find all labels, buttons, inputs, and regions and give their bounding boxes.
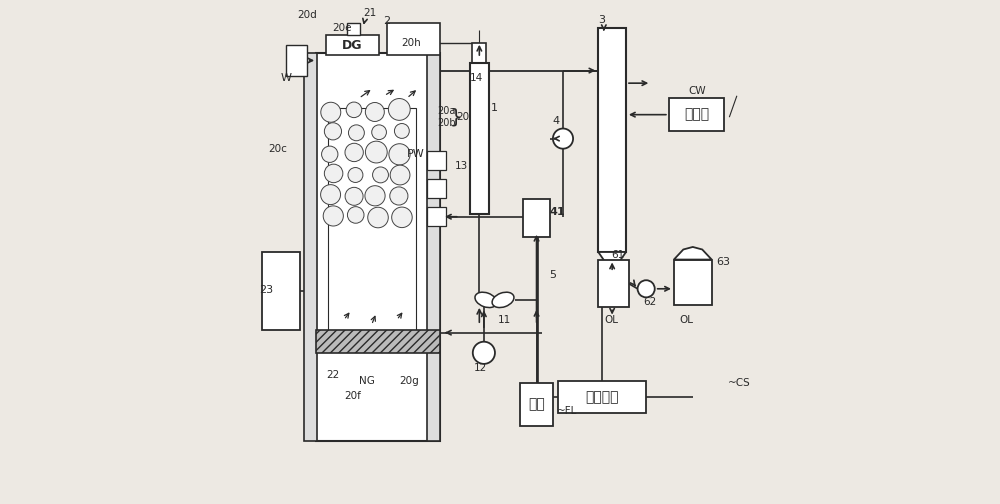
Text: 11: 11 <box>497 315 511 325</box>
Bar <box>520 383 553 426</box>
Text: 1: 1 <box>491 103 498 113</box>
Text: 20f: 20f <box>344 391 361 401</box>
Ellipse shape <box>492 292 514 307</box>
Text: 烧碱溶液: 烧碱溶液 <box>585 390 619 404</box>
Circle shape <box>346 102 362 117</box>
Text: 5: 5 <box>549 270 556 280</box>
Circle shape <box>324 164 343 182</box>
Text: 23: 23 <box>259 285 273 295</box>
Text: 冷却水: 冷却水 <box>684 108 709 121</box>
Bar <box>598 260 629 307</box>
Bar <box>328 108 416 330</box>
Text: 20g: 20g <box>399 375 419 386</box>
Circle shape <box>347 207 364 223</box>
Circle shape <box>388 99 410 120</box>
Circle shape <box>321 102 341 122</box>
Text: 13: 13 <box>455 161 468 171</box>
Text: 21: 21 <box>363 8 376 18</box>
Bar <box>326 35 379 55</box>
Bar <box>347 23 360 35</box>
Circle shape <box>345 143 363 162</box>
Circle shape <box>372 125 386 140</box>
Bar <box>669 98 724 131</box>
Bar <box>558 381 646 413</box>
Text: NG: NG <box>359 375 375 386</box>
Text: DG: DG <box>342 39 363 52</box>
Circle shape <box>392 207 412 228</box>
Bar <box>523 199 550 237</box>
Circle shape <box>373 167 388 183</box>
Text: PW: PW <box>407 149 425 159</box>
Polygon shape <box>674 247 712 260</box>
Circle shape <box>365 102 384 121</box>
Circle shape <box>365 185 385 206</box>
Text: W: W <box>281 73 292 83</box>
Text: OL: OL <box>605 315 619 325</box>
Text: CW: CW <box>688 86 706 96</box>
Bar <box>674 260 712 305</box>
Text: 14: 14 <box>470 73 483 83</box>
Circle shape <box>638 280 655 297</box>
Text: 20: 20 <box>456 112 469 122</box>
Circle shape <box>473 342 495 364</box>
Circle shape <box>394 123 409 139</box>
Bar <box>427 53 440 441</box>
Circle shape <box>348 167 363 182</box>
Circle shape <box>553 129 573 149</box>
Text: 20d: 20d <box>297 10 317 20</box>
Bar <box>598 28 626 252</box>
Circle shape <box>368 207 388 228</box>
Circle shape <box>345 187 363 205</box>
Text: 62: 62 <box>644 297 657 307</box>
Text: }: } <box>450 107 462 127</box>
Bar <box>472 43 486 63</box>
Circle shape <box>324 123 342 140</box>
Circle shape <box>365 141 387 163</box>
Circle shape <box>321 184 341 205</box>
Circle shape <box>322 146 338 162</box>
Bar <box>427 179 446 198</box>
Text: OL: OL <box>679 315 693 325</box>
Text: 燃料: 燃料 <box>528 398 545 411</box>
Bar <box>304 53 317 441</box>
Text: 20a: 20a <box>437 106 455 116</box>
Text: ~CS: ~CS <box>728 378 751 388</box>
Text: 20b: 20b <box>437 118 456 129</box>
Polygon shape <box>598 252 626 272</box>
Text: 20e: 20e <box>332 23 352 33</box>
Text: 61: 61 <box>611 249 624 260</box>
Bar <box>262 252 300 330</box>
Text: 3: 3 <box>598 15 605 25</box>
Circle shape <box>389 144 410 165</box>
Text: 20h: 20h <box>402 38 421 48</box>
Bar <box>316 330 440 353</box>
Text: ~FL: ~FL <box>556 406 577 416</box>
Bar <box>427 151 446 170</box>
Circle shape <box>390 165 410 185</box>
Bar <box>387 23 440 55</box>
Text: 2: 2 <box>383 16 390 26</box>
Text: 63: 63 <box>717 257 731 267</box>
Circle shape <box>390 187 408 205</box>
Text: 4: 4 <box>553 116 560 126</box>
Circle shape <box>323 206 343 226</box>
Bar <box>427 207 446 226</box>
Text: 20c: 20c <box>268 144 287 154</box>
Bar <box>470 63 489 214</box>
Text: 22: 22 <box>326 370 339 381</box>
Bar <box>286 45 307 76</box>
Bar <box>316 53 440 441</box>
Circle shape <box>348 125 364 141</box>
Ellipse shape <box>475 292 497 307</box>
Text: 12: 12 <box>474 363 487 373</box>
Text: 41: 41 <box>549 207 565 217</box>
